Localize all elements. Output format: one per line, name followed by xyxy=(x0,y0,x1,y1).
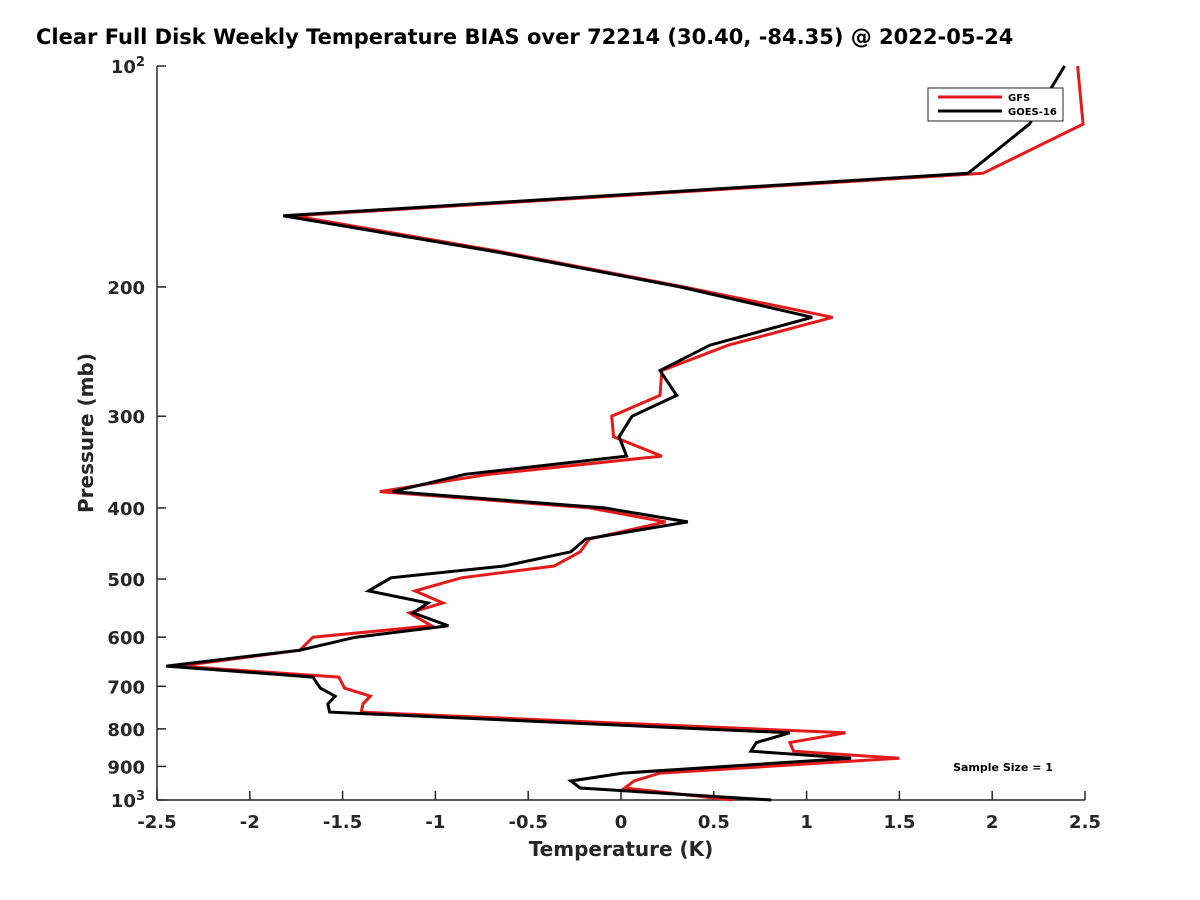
y-tick-label: 800 xyxy=(107,720,145,741)
x-tick-label: -2 xyxy=(240,812,260,833)
y-tick-label: 200 xyxy=(107,278,145,299)
legend-label: GFS xyxy=(1008,93,1030,104)
y-tick-label: 700 xyxy=(107,677,145,698)
y-axis-label: Pressure (mb) xyxy=(74,353,98,513)
chart-title: Clear Full Disk Weekly Temperature BIAS … xyxy=(36,25,1013,49)
y-tick-label: 400 xyxy=(107,499,145,520)
axes: -2.5 -2 -1.5 -1 -0.5 0 0.5 1 1.5 2 2.5 102 200 300 400… xyxy=(107,55,1101,833)
series-lines xyxy=(166,65,1085,802)
y-tick-label: 102 xyxy=(111,55,145,78)
x-tick-label: 1 xyxy=(800,812,813,833)
x-tick-label: 0.5 xyxy=(698,812,730,833)
x-tick-label: -2.5 xyxy=(137,812,176,833)
series-line-goes-16 xyxy=(166,65,1066,802)
legend-box xyxy=(927,87,1064,122)
y-tick-label: 600 xyxy=(107,628,145,649)
legend: GFS GOES-16 xyxy=(927,87,1064,122)
x-tick-label: -1.5 xyxy=(323,812,362,833)
y-tick-exponent: 2 xyxy=(136,55,145,70)
y-tick-exponent: 3 xyxy=(136,789,145,804)
y-tick-label: 300 xyxy=(107,407,145,428)
x-axis-label: Temperature (K) xyxy=(529,837,714,861)
series-line-gfs xyxy=(179,65,1085,802)
x-tick-label: 2.5 xyxy=(1069,812,1101,833)
sample-size-annotation: Sample Size = 1 xyxy=(953,761,1053,774)
y-tick-label: 103 xyxy=(111,789,145,812)
x-tick-label: -1 xyxy=(425,812,445,833)
y-tick-label: 900 xyxy=(107,757,145,778)
x-tick-label: -0.5 xyxy=(509,812,548,833)
x-tick-label: 0 xyxy=(615,812,628,833)
legend-label: GOES-16 xyxy=(1008,107,1057,118)
y-tick-label: 500 xyxy=(107,570,145,591)
x-tick-label: 1.5 xyxy=(883,812,915,833)
x-tick-label: 2 xyxy=(986,812,999,833)
